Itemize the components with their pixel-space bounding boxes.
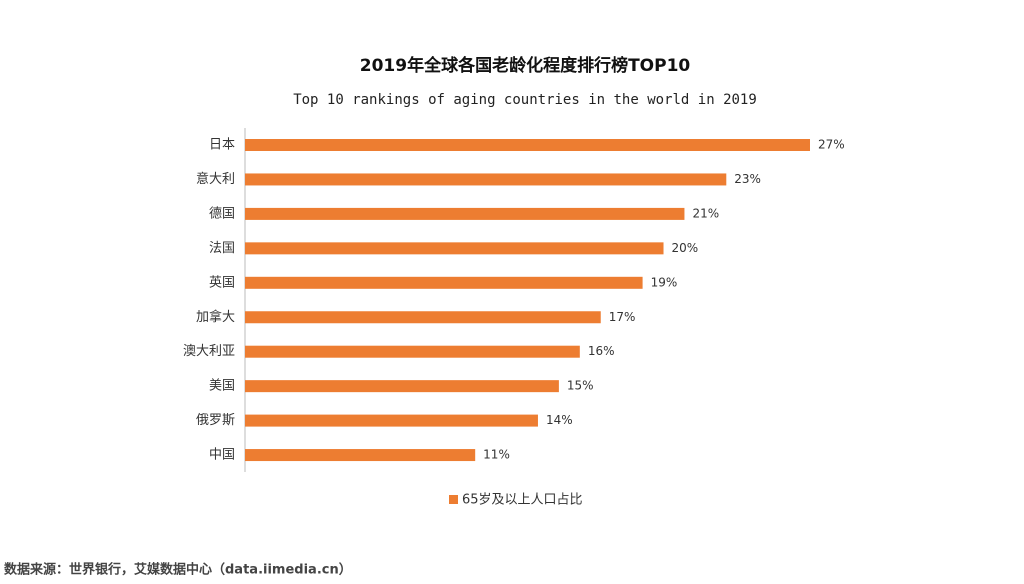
value-label: 16% (588, 344, 615, 358)
category-label: 法国 (209, 241, 235, 256)
bar (245, 242, 664, 255)
bar (245, 139, 810, 151)
value-label: 21% (692, 206, 719, 220)
bar (245, 449, 476, 462)
category-label: 加拿大 (196, 309, 235, 325)
category-label: 美国 (209, 379, 235, 394)
bar (245, 276, 643, 289)
category-label: 中国 (209, 448, 235, 463)
legend-swatch (449, 495, 458, 504)
source-note: 数据来源：世界银行，艾媒数据中心（data.iimedia.cn） (4, 562, 352, 578)
value-label: 14% (546, 413, 573, 427)
category-label: 德国 (209, 206, 235, 221)
value-label: 20% (672, 241, 699, 255)
legend-label: 65岁及以上人口占比 (462, 493, 583, 508)
bar (245, 207, 685, 220)
bar (245, 311, 601, 324)
bar (245, 345, 580, 358)
category-label: 英国 (209, 275, 235, 290)
bar (245, 414, 538, 427)
bar (245, 380, 559, 393)
bar (245, 173, 727, 186)
value-label: 15% (567, 379, 594, 393)
value-label: 11% (483, 448, 510, 462)
value-label: 23% (734, 172, 761, 186)
value-label: 17% (609, 310, 636, 324)
category-label: 日本 (209, 138, 235, 153)
category-label: 澳大利亚 (183, 343, 235, 359)
chart-subtitle: Top 10 rankings of aging countries in th… (293, 92, 757, 108)
value-label: 27% (818, 138, 845, 152)
category-label: 俄罗斯 (196, 413, 235, 428)
value-label: 19% (651, 275, 678, 289)
chart-title: 2019年全球各国老龄化程度排行榜TOP10 (360, 55, 691, 76)
category-label: 意大利 (196, 171, 235, 187)
